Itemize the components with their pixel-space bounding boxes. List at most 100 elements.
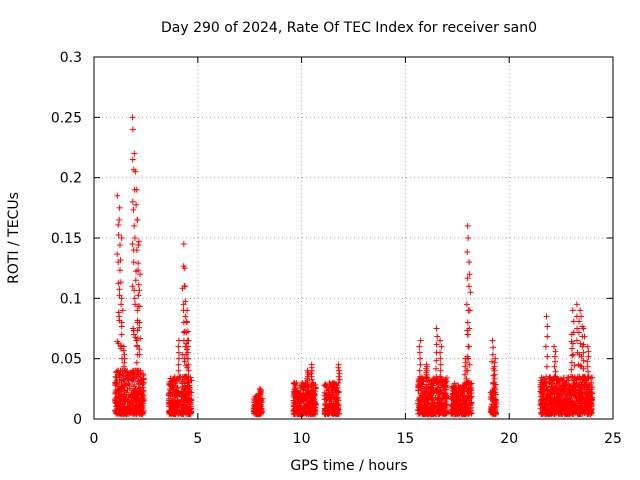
data-point bbox=[544, 353, 551, 360]
x-tick-label: 20 bbox=[500, 431, 518, 447]
x-axis-label: GPS time / hours bbox=[290, 458, 407, 474]
data-point bbox=[171, 393, 178, 400]
data-point bbox=[584, 358, 591, 365]
data-point bbox=[173, 376, 180, 383]
data-point bbox=[166, 379, 173, 386]
data-point bbox=[170, 401, 177, 408]
data-point bbox=[573, 337, 580, 344]
data-point bbox=[251, 399, 258, 406]
data-point bbox=[181, 358, 188, 365]
data-point bbox=[184, 355, 191, 362]
data-point bbox=[112, 373, 119, 380]
data-point bbox=[166, 399, 173, 406]
x-tick-label: 15 bbox=[396, 431, 414, 447]
data-point bbox=[116, 204, 123, 211]
data-point bbox=[124, 375, 131, 382]
data-point bbox=[113, 394, 120, 401]
data-point bbox=[118, 295, 125, 302]
data-point bbox=[433, 325, 440, 332]
data-point bbox=[131, 404, 138, 411]
data-point bbox=[312, 391, 319, 398]
data-point bbox=[175, 367, 182, 374]
data-point bbox=[254, 407, 261, 414]
data-point bbox=[116, 216, 123, 223]
data-point bbox=[257, 386, 264, 393]
data-point bbox=[183, 319, 190, 326]
data-point bbox=[132, 277, 139, 284]
data-point bbox=[175, 349, 182, 356]
data-point bbox=[568, 366, 575, 373]
data-point bbox=[135, 267, 142, 274]
data-point bbox=[335, 361, 342, 368]
data-point bbox=[122, 406, 129, 413]
data-point bbox=[570, 318, 577, 325]
data-point bbox=[137, 374, 144, 381]
data-point bbox=[173, 404, 180, 411]
data-point bbox=[118, 331, 125, 338]
data-point bbox=[175, 343, 182, 350]
data-point bbox=[465, 235, 472, 241]
data-point bbox=[136, 384, 143, 391]
data-point bbox=[180, 388, 187, 395]
data-point bbox=[123, 410, 130, 417]
x-tick-label: 25 bbox=[604, 431, 622, 447]
data-point bbox=[113, 410, 120, 417]
data-point bbox=[552, 348, 559, 355]
y-axis-label: ROTI / TECUs bbox=[6, 192, 22, 284]
data-point bbox=[335, 373, 342, 380]
data-point bbox=[129, 126, 136, 133]
data-point bbox=[188, 409, 195, 416]
data-point bbox=[466, 259, 473, 266]
y-tick-label: 0.25 bbox=[51, 110, 82, 126]
data-point bbox=[132, 397, 139, 404]
data-point bbox=[569, 307, 576, 314]
data-point bbox=[129, 198, 136, 205]
data-point bbox=[130, 331, 137, 338]
data-point bbox=[255, 410, 262, 417]
data-point bbox=[175, 410, 182, 417]
data-point bbox=[322, 382, 329, 389]
data-point bbox=[135, 242, 142, 249]
data-point bbox=[129, 114, 136, 121]
data-point bbox=[490, 372, 497, 379]
data-point bbox=[182, 298, 189, 305]
y-tick-label: 0.15 bbox=[51, 231, 82, 247]
data-point bbox=[169, 386, 176, 393]
data-point bbox=[258, 408, 265, 415]
data-point bbox=[122, 405, 129, 412]
data-point bbox=[119, 307, 126, 314]
data-point bbox=[464, 331, 471, 338]
data-point bbox=[185, 367, 192, 374]
data-point bbox=[165, 407, 172, 414]
data-point bbox=[465, 343, 472, 350]
data-point bbox=[174, 397, 181, 404]
data-point bbox=[173, 387, 180, 394]
data-point bbox=[416, 367, 423, 374]
data-point bbox=[135, 409, 142, 416]
data-point bbox=[137, 271, 144, 278]
data-point bbox=[131, 287, 138, 294]
data-point bbox=[165, 390, 172, 397]
data-point bbox=[463, 367, 470, 374]
data-point bbox=[180, 241, 187, 248]
data-point bbox=[111, 396, 118, 403]
data-point bbox=[181, 405, 188, 412]
data-point bbox=[336, 376, 343, 383]
data-point bbox=[185, 328, 192, 335]
data-point bbox=[134, 343, 141, 350]
data-point bbox=[437, 337, 444, 344]
x-tick-label: 5 bbox=[193, 431, 202, 447]
data-point bbox=[129, 241, 136, 248]
data-point bbox=[134, 319, 141, 326]
data-point bbox=[131, 222, 138, 229]
data-point bbox=[116, 286, 123, 293]
data-point bbox=[118, 235, 125, 241]
data-point bbox=[465, 307, 472, 314]
data-point bbox=[117, 267, 124, 274]
data-point bbox=[256, 385, 263, 392]
data-point bbox=[417, 361, 424, 368]
data-point bbox=[132, 301, 139, 308]
data-point bbox=[115, 406, 122, 413]
data-point bbox=[117, 257, 124, 264]
data-point bbox=[120, 373, 127, 380]
